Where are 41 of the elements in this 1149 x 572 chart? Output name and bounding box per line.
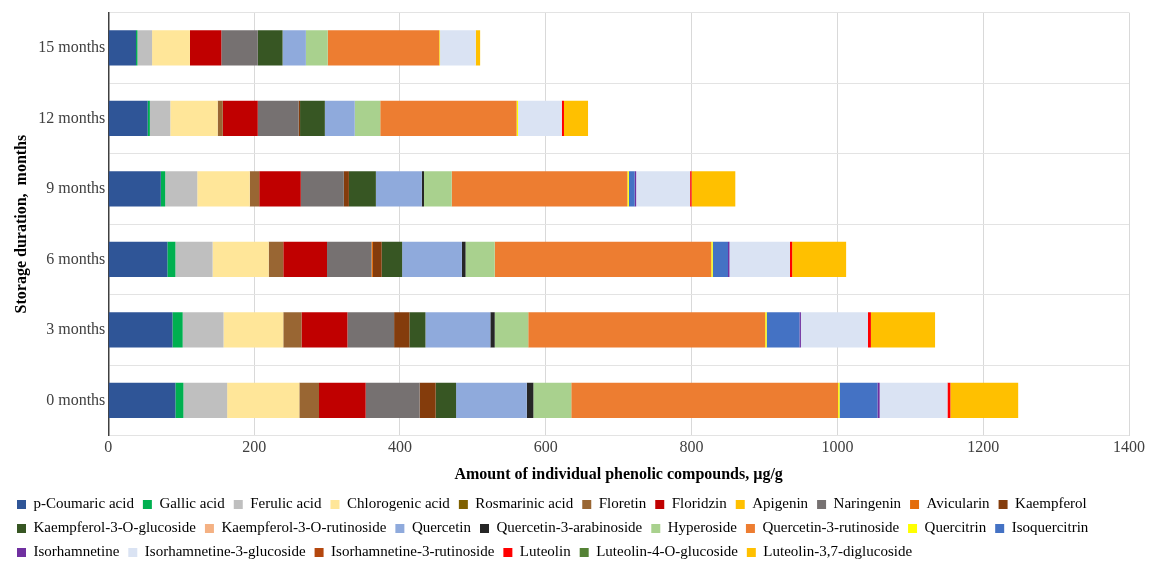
y-tick-label: 3 months	[46, 320, 106, 338]
y-tick-label: 6 months	[46, 249, 106, 267]
legend-label: Hyperoside	[667, 519, 738, 536]
legend-label: Quercetin-3-rutinoside	[762, 519, 900, 536]
legend-label: Luteolin-4-O-glucoside	[596, 543, 739, 560]
x-tick-label: 600	[533, 438, 558, 456]
legend-label: Isorhamnetine-3-glucoside	[144, 543, 306, 560]
legend-label: p-Coumaric acid	[33, 495, 135, 512]
legend-label: Ferulic acid	[250, 495, 322, 512]
y-tick-label: 15 months	[38, 38, 106, 56]
y-tick-label: 12 months	[38, 108, 106, 126]
legend-label: Chlorogenic acid	[346, 495, 451, 512]
legend-label: Avicularin	[926, 495, 991, 512]
x-tick-label: 1000	[821, 438, 854, 456]
legend-label: Quercetin-3-arabinoside	[496, 519, 643, 536]
legend-label: Naringenin	[833, 495, 902, 512]
legend-label: Apigenin	[752, 495, 809, 512]
x-tick-label: 1400	[1113, 438, 1145, 456]
legend-label: Kaempferol-3-O-rutinoside	[221, 519, 387, 536]
legend-label: Kaempferol-3-O-glucoside	[33, 519, 197, 536]
legend-label: Floretin	[598, 495, 647, 512]
legend-label: Floridzin	[671, 495, 728, 512]
x-tick-label: 1200	[967, 438, 1000, 456]
legend-label: Isorhamnetine-3-rutinoside	[331, 543, 495, 560]
x-tick-label: 200	[242, 438, 267, 456]
legend-label: Quercitrin	[924, 519, 987, 536]
legend-label: Quercetin	[411, 519, 472, 536]
y-axis-title: Storage duration, months	[11, 134, 30, 314]
x-tick-label: 0	[104, 438, 113, 456]
legend-label: Kaempferol	[1015, 495, 1087, 512]
x-axis-title: Amount of individual phenolic compounds, µg/g	[454, 464, 783, 483]
legend-label: Rosmarinic acid	[475, 495, 574, 512]
legend-label: Isoquercitrin	[1011, 519, 1089, 536]
y-tick-label: 9 months	[46, 179, 106, 197]
legend-label: Gallic acid	[159, 495, 226, 512]
legend-label: Luteolin	[519, 543, 572, 560]
legend-label: Luteolin-3,7-diglucoside	[763, 543, 913, 560]
x-tick-label: 800	[679, 438, 704, 456]
y-tick-label: 0 months	[46, 390, 106, 408]
legend-label: Isorhamnetine	[33, 543, 120, 560]
x-tick-label: 400	[387, 438, 412, 456]
